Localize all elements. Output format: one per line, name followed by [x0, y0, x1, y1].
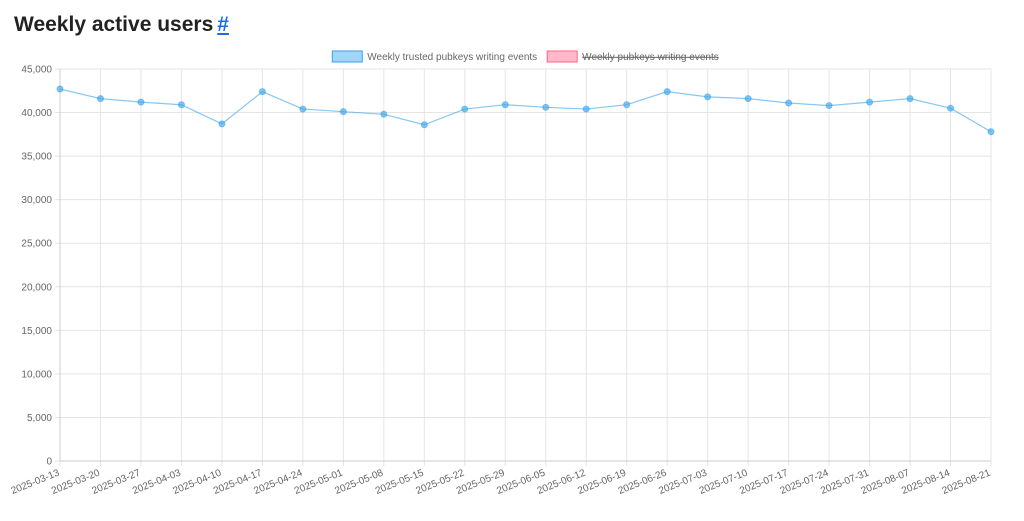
data-point: [542, 103, 550, 111]
data-point: [56, 85, 64, 93]
y-tick-label: 25,000: [21, 239, 52, 250]
data-point: [663, 88, 671, 96]
legend-label: Weekly pubkeys writing events: [582, 52, 719, 63]
data-point: [866, 98, 874, 106]
y-tick-label: 45,000: [21, 65, 52, 76]
data-point: [137, 98, 145, 106]
data-point: [947, 104, 955, 112]
data-point: [299, 105, 307, 113]
data-point: [461, 105, 469, 113]
legend-swatch: [331, 50, 363, 63]
data-point: [704, 93, 712, 101]
data-point: [420, 121, 428, 129]
y-tick-label: 5,000: [27, 413, 52, 424]
data-point: [380, 110, 388, 118]
legend-swatch: [546, 50, 578, 63]
data-point: [96, 95, 104, 103]
data-point: [501, 101, 509, 109]
data-point: [177, 101, 185, 109]
legend: Weekly trusted pubkeys writing events Wee…: [331, 50, 719, 63]
heading-text: Weekly active users: [14, 13, 214, 36]
anchor-link[interactable]: #: [217, 13, 229, 36]
data-point: [339, 108, 347, 116]
data-point: [785, 99, 793, 107]
data-point: [218, 120, 226, 128]
y-tick-label: 20,000: [21, 282, 52, 293]
legend-label: Weekly trusted pubkeys writing events: [367, 52, 537, 63]
data-point: [623, 101, 631, 109]
y-tick-label: 40,000: [21, 108, 52, 119]
y-tick-label: 15,000: [21, 326, 52, 337]
y-tick-label: 10,000: [21, 369, 52, 380]
data-point: [582, 105, 590, 113]
data-point: [987, 128, 995, 136]
data-point: [906, 95, 914, 103]
heading: Weekly active users #: [14, 13, 229, 37]
data-point: [825, 102, 833, 110]
data-point: [258, 88, 266, 96]
y-tick-label: 35,000: [21, 152, 52, 163]
data-point: [744, 95, 752, 103]
y-tick-label: 0: [46, 457, 52, 468]
y-tick-label: 30,000: [21, 195, 52, 206]
series-line: [59, 88, 992, 133]
